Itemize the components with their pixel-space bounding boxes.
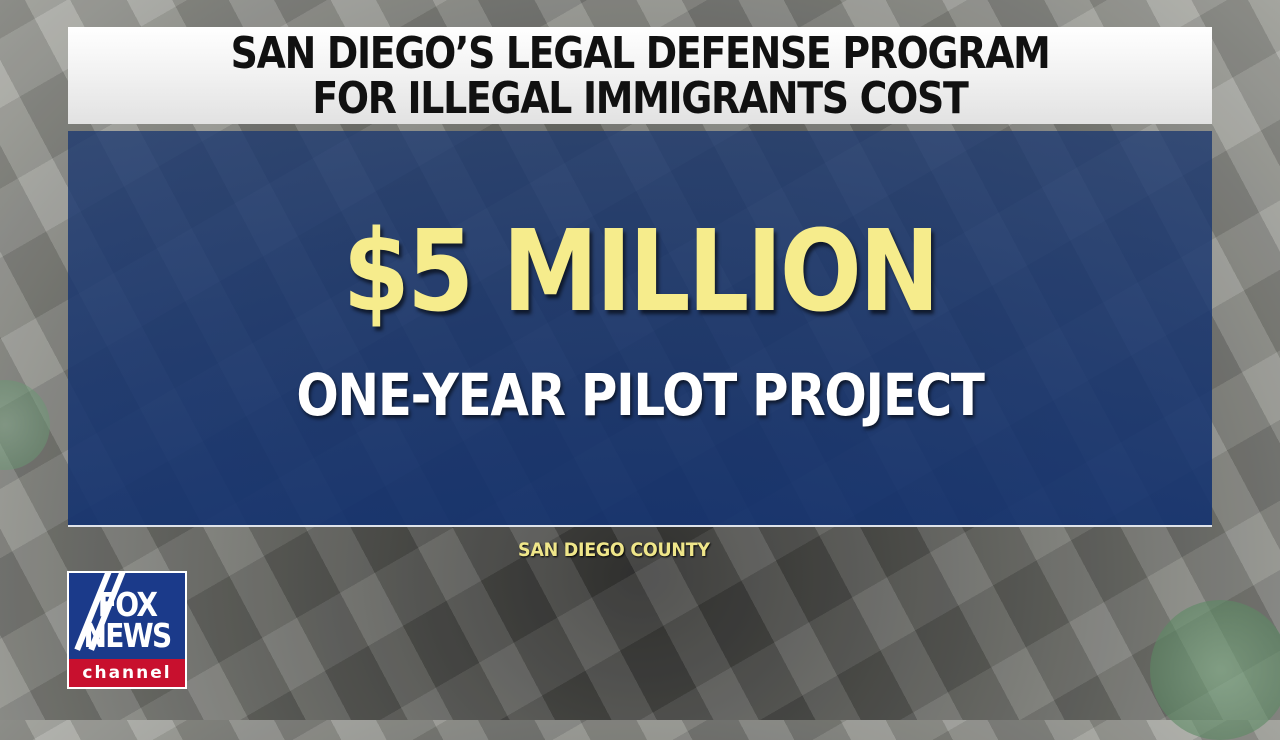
logo-news-text: NEWS	[83, 616, 173, 655]
main-graphic-panel	[68, 131, 1212, 527]
cost-subtitle: ONE-YEAR PILOT PROJECT	[296, 361, 985, 429]
headline-bar: SAN DIEGO’S LEGAL DEFENSE PROGRAM FOR IL…	[68, 27, 1212, 124]
background-money-image	[1150, 600, 1280, 740]
background-money-seal	[0, 380, 50, 470]
logo-channel-text: channel	[69, 659, 185, 687]
headline-line-1: SAN DIEGO’S LEGAL DEFENSE PROGRAM	[230, 27, 1051, 79]
logo-fox-text: FOX	[97, 585, 158, 624]
cost-amount: $5 MILLION	[342, 207, 940, 337]
source-credit: SAN DIEGO COUNTY	[518, 539, 710, 561]
headline-line-2: FOR ILLEGAL IMMIGRANTS COST	[312, 72, 968, 124]
fox-news-logo: FOX NEWS channel	[67, 571, 187, 689]
